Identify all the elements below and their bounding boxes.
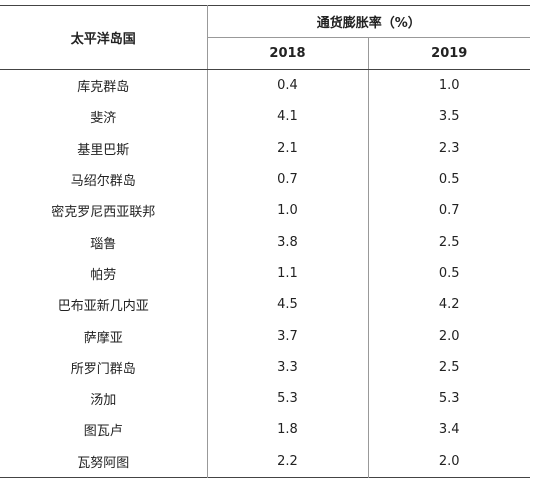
country-name: 斐济	[0, 101, 208, 133]
table-row: 汤加 5.3 5.3	[0, 382, 530, 415]
inflation-value: 0.4	[207, 69, 369, 102]
inflation-value: 4.2	[438, 297, 460, 313]
country-name: 库克群岛	[0, 69, 208, 102]
country-name: 瓦努阿图	[0, 445, 208, 478]
header-region: 太平洋岛国	[0, 5, 208, 70]
inflation-value: 1.0	[207, 195, 369, 227]
inflation-value: 2.5	[438, 234, 460, 250]
inflation-value: 2.5	[438, 359, 460, 375]
inflation-value: 3.5	[438, 109, 460, 125]
table-row: 图瓦卢 1.8 3.4	[0, 414, 530, 446]
table-body: 库克群岛 0.4 1.0 斐济 4.1 3.5 基里巴斯 2.1 2.3 马绍尔群岛 0.7 0.5 密…	[0, 69, 530, 478]
header-inflation: 通货膨胀率（%）	[207, 5, 530, 38]
header-year: 2018	[207, 37, 369, 70]
country-name: 马绍尔群岛	[0, 163, 208, 196]
country-name: 图瓦卢	[0, 414, 208, 446]
inflation-value: 0.5	[438, 172, 460, 188]
header-year: 2019	[368, 37, 530, 70]
table-row: 库克群岛 0.4 1.0	[0, 69, 530, 102]
table-row: 瑙鲁 3.8 2.5	[0, 226, 530, 258]
inflation-value: 2.2	[207, 445, 369, 478]
table-row: 萨摩亚 3.7 2.0	[0, 320, 530, 352]
inflation-value: 0.5	[438, 265, 460, 281]
country-name: 萨摩亚	[0, 320, 208, 352]
inflation-value: 5.3	[438, 391, 460, 407]
table-row: 密克罗尼西亚联邦 1.0 0.7	[0, 195, 530, 227]
inflation-value: 0.7	[438, 203, 460, 219]
inflation-value: 4.1	[207, 101, 369, 133]
table-row: 马绍尔群岛 0.7 0.5	[0, 163, 530, 196]
table-row: 巴布亚新几内亚 4.5 4.2	[0, 289, 530, 321]
inflation-value: 3.7	[207, 320, 369, 352]
country-name: 瑙鲁	[0, 226, 208, 258]
inflation-value: 2.0	[438, 453, 460, 469]
table-row: 所罗门群岛 3.3 2.5	[0, 351, 530, 383]
country-name: 汤加	[0, 382, 208, 415]
inflation-value: 4.5	[207, 289, 369, 321]
inflation-value: 3.3	[207, 351, 369, 383]
country-name: 帕劳	[0, 257, 208, 290]
inflation-value: 5.3	[207, 382, 369, 415]
country-name: 基里巴斯	[0, 132, 208, 164]
country-name: 巴布亚新几内亚	[0, 289, 208, 321]
table-row: 瓦努阿图 2.2 2.0	[0, 445, 530, 478]
country-name: 所罗门群岛	[0, 351, 208, 383]
inflation-value: 3.8	[207, 226, 369, 258]
inflation-value: 2.3	[438, 140, 460, 156]
inflation-value: 1.8	[207, 414, 369, 446]
country-name: 密克罗尼西亚联邦	[0, 195, 208, 227]
table-row: 斐济 4.1 3.5	[0, 101, 530, 133]
table-row: 基里巴斯 2.1 2.3	[0, 132, 530, 164]
table-row: 帕劳 1.1 0.5	[0, 257, 530, 290]
inflation-value: 2.0	[438, 328, 460, 344]
table-container: 太平洋岛国 通货膨胀率（%） 2018 2019 库克群岛 0.4 1.0 斐济 4.1…	[0, 5, 530, 478]
inflation-table: 太平洋岛国 通货膨胀率（%） 2018 2019 库克群岛 0.4 1.0 斐济 4.1…	[0, 5, 530, 478]
inflation-value: 2.1	[207, 132, 369, 164]
inflation-value: 1.1	[207, 257, 369, 290]
inflation-value: 0.7	[207, 163, 369, 196]
inflation-value: 3.4	[438, 422, 460, 438]
inflation-value: 1.0	[438, 78, 460, 94]
